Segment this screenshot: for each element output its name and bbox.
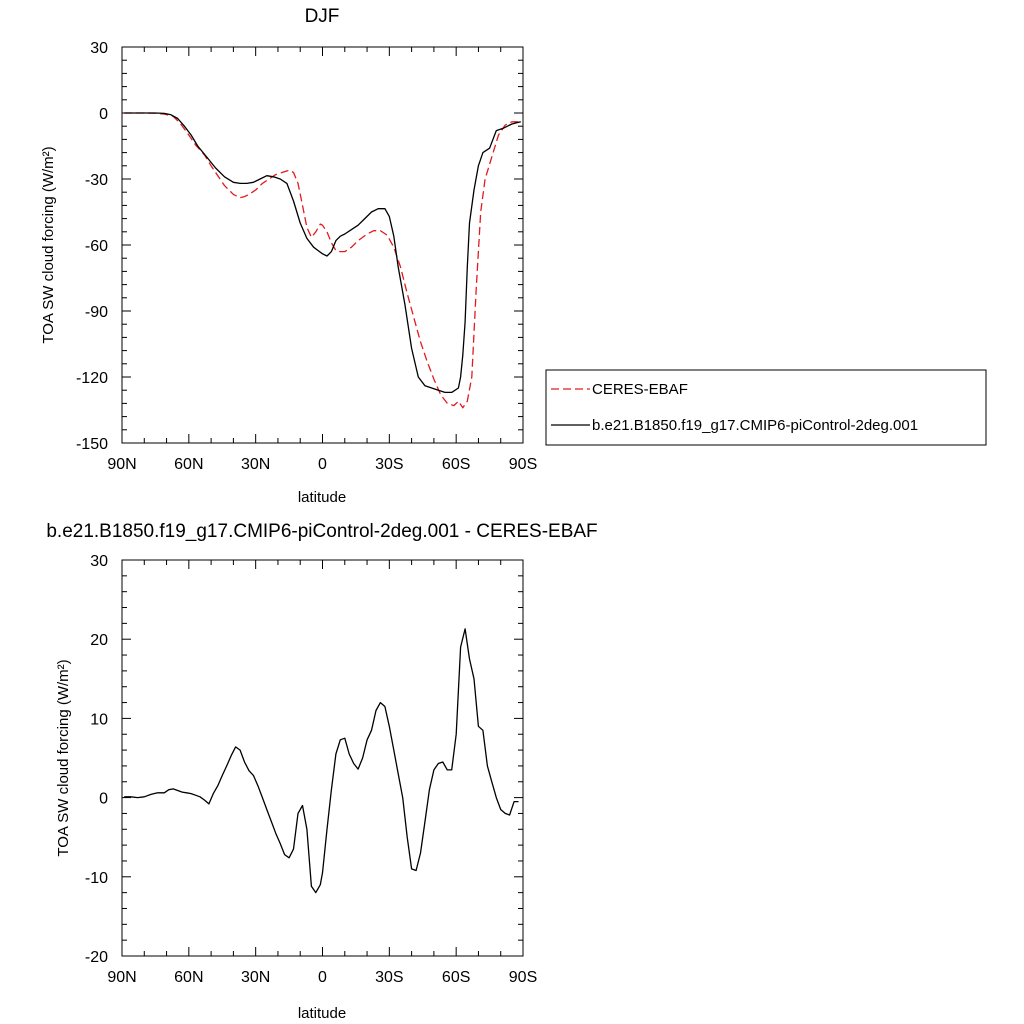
bottom-y-tick-label: 20 [90, 632, 108, 649]
bottom-y-tick-label: -10 [85, 870, 108, 887]
top-axes: 90N 60N 30N 0 30S 60S 90S 30 0 -30 -60 -90 -120 -150 [76, 40, 537, 473]
bottom-x-axis-label: latitude [298, 1005, 346, 1022]
bottom-x-tick-label: 0 [318, 969, 327, 986]
top-x-tick-label: 30S [375, 456, 403, 473]
bottom-y-tick-label: 30 [90, 553, 108, 570]
top-x-tick-label: 60N [174, 456, 203, 473]
top-series-group [124, 112, 521, 409]
bottom-series-group [124, 628, 519, 894]
bottom-y-tick-label: 0 [99, 791, 108, 808]
top-x-tick-label: 30N [241, 456, 270, 473]
legend-box [545, 369, 987, 446]
top-x-axis-label: latitude [298, 489, 346, 506]
bottom-axes: 90N 60N 30N 0 30S 60S 90S 30 20 10 0 -10 -20 [85, 553, 537, 986]
bottom-plot-frame [121, 559, 524, 957]
bottom-x-tick-label: 30N [241, 969, 270, 986]
bottom-panel: b.e21.B1850.f19_g17.CMIP6-piControl-2deg… [46, 521, 597, 1022]
bottom-x-tick-label: 90S [509, 969, 537, 986]
legend-label-model: b.e21.B1850.f19_g17.CMIP6-piControl-2deg… [592, 417, 918, 434]
top-x-tick-label: 0 [318, 456, 327, 473]
top-series-line-ceres-ebaf [124, 112, 521, 409]
top-y-tick-label: -90 [85, 304, 108, 321]
top-x-tick-label: 90S [509, 456, 537, 473]
bottom-x-tick-label: 90N [107, 969, 136, 986]
bottom-y-axis-label: TOA SW cloud forcing (W/m²) [55, 659, 72, 856]
bottom-title: b.e21.B1850.f19_g17.CMIP6-piControl-2deg… [46, 521, 597, 542]
top-series-line-b-e21-b1850-f19-g17-cmip [124, 112, 521, 394]
top-y-tick-label: -60 [85, 238, 108, 255]
legend-label-ceres: CERES-EBAF [592, 381, 688, 398]
top-y-tick-label: 30 [90, 40, 108, 57]
top-y-tick-label: -30 [85, 172, 108, 189]
top-panel: DJF 90N 60N 30N 0 30S 60S 90S 30 0 -30 -60 -90 -120 -… [40, 6, 987, 506]
top-x-tick-label: 60S [442, 456, 470, 473]
top-y-tick-label: -150 [76, 436, 108, 453]
top-y-tick-label: 0 [99, 106, 108, 123]
bottom-y-tick-label: -20 [85, 949, 108, 966]
top-title: DJF [305, 6, 340, 27]
bottom-x-tick-label: 60S [442, 969, 470, 986]
legend: CERES-EBAF b.e21.B1850.f19_g17.CMIP6-piC… [545, 369, 987, 446]
bottom-x-tick-label: 60N [174, 969, 203, 986]
top-plot-frame [121, 46, 524, 444]
top-y-axis-label: TOA SW cloud forcing (W/m²) [40, 146, 57, 343]
bottom-x-tick-label: 30S [375, 969, 403, 986]
bottom-y-tick-label: 10 [90, 711, 108, 728]
top-y-tick-label: -120 [76, 370, 108, 387]
bottom-series-line-0 [124, 628, 519, 894]
top-x-tick-label: 90N [107, 456, 136, 473]
